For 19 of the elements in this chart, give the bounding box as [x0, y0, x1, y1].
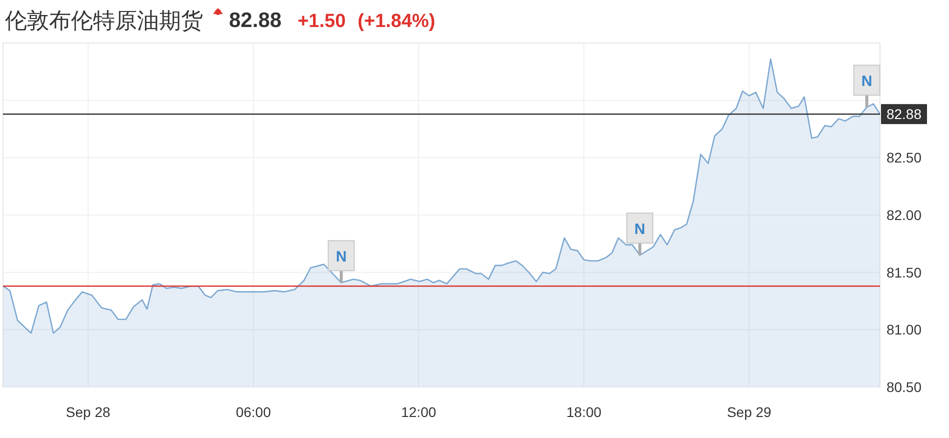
ytick: 80.50 — [886, 379, 922, 395]
annotation: N — [336, 248, 347, 266]
ytick: 81.00 — [886, 322, 922, 338]
header-note: (+1.84%) — [358, 11, 436, 32]
xtick: Sep 28 — [66, 404, 110, 420]
ytick: 81.50 — [886, 264, 922, 280]
annotation: N — [861, 73, 872, 90]
xtick: 18:00 — [566, 404, 602, 420]
xtick: 06:00 — [236, 404, 271, 420]
xtick: 12:00 — [401, 404, 436, 420]
header-note: +1.50 — [298, 11, 346, 32]
ref-line-label: 82.88 — [886, 106, 922, 122]
header-note: 82.88 — [229, 9, 282, 32]
ytick: 82.50 — [886, 150, 922, 166]
ytick: 82.00 — [886, 207, 922, 223]
annotation: N — [634, 221, 646, 238]
title: 伦敦布伦特原油期货 — [5, 8, 203, 33]
xtick: Sep 29 — [726, 404, 772, 420]
ref-label: 82.88 — [881, 104, 927, 124]
